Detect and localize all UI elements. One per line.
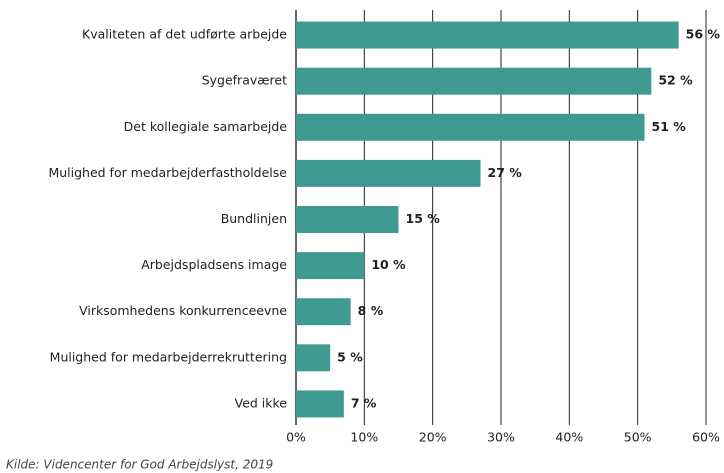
value-label: 52 % — [658, 73, 693, 88]
y-tick-label: Sygefraværet — [202, 73, 287, 88]
value-label: 10 % — [371, 257, 406, 272]
bar — [296, 344, 331, 372]
bar — [296, 159, 481, 187]
value-label: 8 % — [358, 303, 384, 318]
x-tick-label: 20% — [419, 430, 447, 445]
y-tick-label: Mulighed for medarbejderrekruttering — [50, 349, 287, 364]
bar — [296, 298, 351, 326]
y-tick-label: Ved ikke — [235, 395, 288, 410]
x-tick-label: 30% — [487, 430, 515, 445]
x-tick-label: 0% — [286, 430, 306, 445]
y-tick-label: Mulighed for medarbejderfastholdelse — [48, 165, 287, 180]
x-tick-label: 60% — [692, 430, 720, 445]
x-tick-label: 10% — [350, 430, 378, 445]
y-tick-label: Virksomhedens konkurrenceevne — [79, 303, 287, 318]
bar — [296, 113, 645, 141]
value-label: 51 % — [652, 119, 687, 134]
value-label: 7 % — [351, 395, 377, 410]
bar — [296, 67, 652, 95]
bar — [296, 252, 365, 280]
value-label: 56 % — [686, 27, 721, 42]
y-tick-label: Bundlinjen — [221, 211, 287, 226]
x-tick-label: 40% — [555, 430, 583, 445]
value-label: 15 % — [406, 211, 441, 226]
value-label: 27 % — [488, 165, 523, 180]
x-tick-label: 50% — [624, 430, 652, 445]
value-label: 5 % — [337, 349, 363, 364]
bar — [296, 206, 399, 233]
bar — [296, 390, 344, 418]
y-tick-label: Kvaliteten af det udførte arbejde — [82, 27, 287, 42]
bar — [296, 21, 679, 49]
source-note: Kilde: Videncenter for God Arbejdslyst, … — [6, 458, 273, 472]
y-tick-label: Arbejdspladsens image — [141, 257, 287, 272]
y-tick-label: Det kollegiale samarbejde — [124, 119, 288, 134]
